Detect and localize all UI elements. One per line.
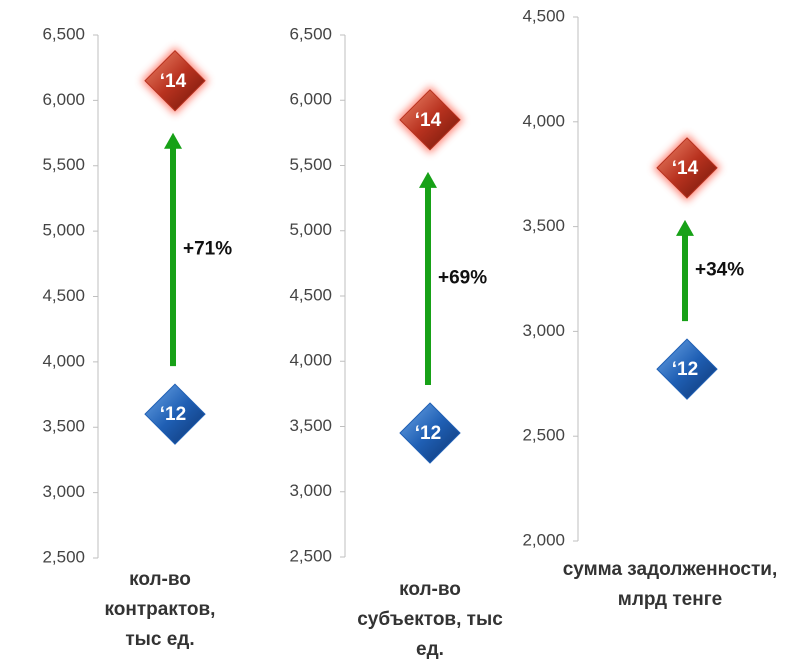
arrow-head bbox=[676, 219, 694, 236]
marker: ‘12 bbox=[144, 383, 206, 445]
y-tick-label: 3,000 bbox=[42, 482, 85, 501]
category-label: сумма задолженности, млрд тенге bbox=[562, 559, 778, 610]
diamond bbox=[656, 137, 718, 199]
y-tick-label: 2,000 bbox=[522, 530, 565, 549]
diamond bbox=[144, 50, 206, 112]
marker-label: ‘14 bbox=[415, 110, 442, 131]
marker-label: ‘14 bbox=[160, 71, 187, 92]
change-label: +34% bbox=[695, 260, 744, 281]
y-tick-label: 3,000 bbox=[289, 481, 332, 500]
arrow-head bbox=[419, 171, 437, 188]
change-label: +71% bbox=[183, 238, 232, 259]
y-tick-label: 6,000 bbox=[289, 90, 332, 109]
y-tick-label: 5,500 bbox=[289, 155, 332, 174]
y-tick-label: 5,500 bbox=[42, 155, 85, 174]
category-label: кол-во субъектов, тыс ед. bbox=[357, 579, 503, 660]
y-tick-label: 5,000 bbox=[42, 221, 85, 240]
category-label: кол-во контрактов, тыс ед. bbox=[104, 569, 216, 650]
y-tick-label: 6,500 bbox=[42, 24, 85, 43]
y-tick-label: 4,000 bbox=[42, 351, 85, 370]
y-tick-label: 6,000 bbox=[42, 90, 85, 109]
y-tick-label: 4,000 bbox=[522, 111, 565, 130]
diamond bbox=[144, 383, 206, 445]
y-tick-label: 2,500 bbox=[42, 547, 85, 566]
y-tick-label: 4,500 bbox=[289, 285, 332, 304]
marker: ‘12 bbox=[399, 402, 461, 464]
marker: ‘14 bbox=[653, 133, 721, 202]
y-tick-label: 2,500 bbox=[522, 426, 565, 445]
diamond bbox=[399, 402, 461, 464]
marker: ‘12 bbox=[656, 338, 718, 400]
marker-label: ‘14 bbox=[672, 158, 699, 179]
marker-label: ‘12 bbox=[160, 404, 186, 425]
marker: ‘14 bbox=[396, 85, 464, 154]
y-tick-label: 2,500 bbox=[289, 546, 332, 565]
y-tick-label: 4,000 bbox=[289, 351, 332, 370]
y-tick-label: 3,000 bbox=[522, 321, 565, 340]
diamond bbox=[656, 338, 718, 400]
y-tick-label: 6,500 bbox=[289, 24, 332, 43]
y-tick-label: 5,000 bbox=[289, 220, 332, 239]
marker-label: ‘12 bbox=[415, 423, 441, 444]
arrow-head bbox=[164, 132, 182, 149]
change-label: +69% bbox=[438, 267, 487, 288]
diamond bbox=[399, 89, 461, 151]
y-tick-label: 3,500 bbox=[522, 216, 565, 235]
y-tick-label: 4,500 bbox=[522, 6, 565, 25]
marker-label: ‘12 bbox=[672, 359, 698, 380]
y-tick-label: 4,500 bbox=[42, 286, 85, 305]
y-tick-label: 3,500 bbox=[42, 417, 85, 436]
marker: ‘14 bbox=[141, 46, 209, 115]
y-tick-label: 3,500 bbox=[289, 416, 332, 435]
